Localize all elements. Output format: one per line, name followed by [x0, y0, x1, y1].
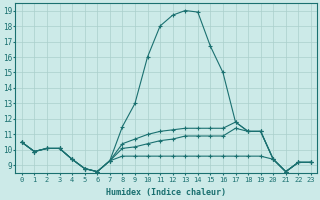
X-axis label: Humidex (Indice chaleur): Humidex (Indice chaleur) — [106, 188, 226, 197]
